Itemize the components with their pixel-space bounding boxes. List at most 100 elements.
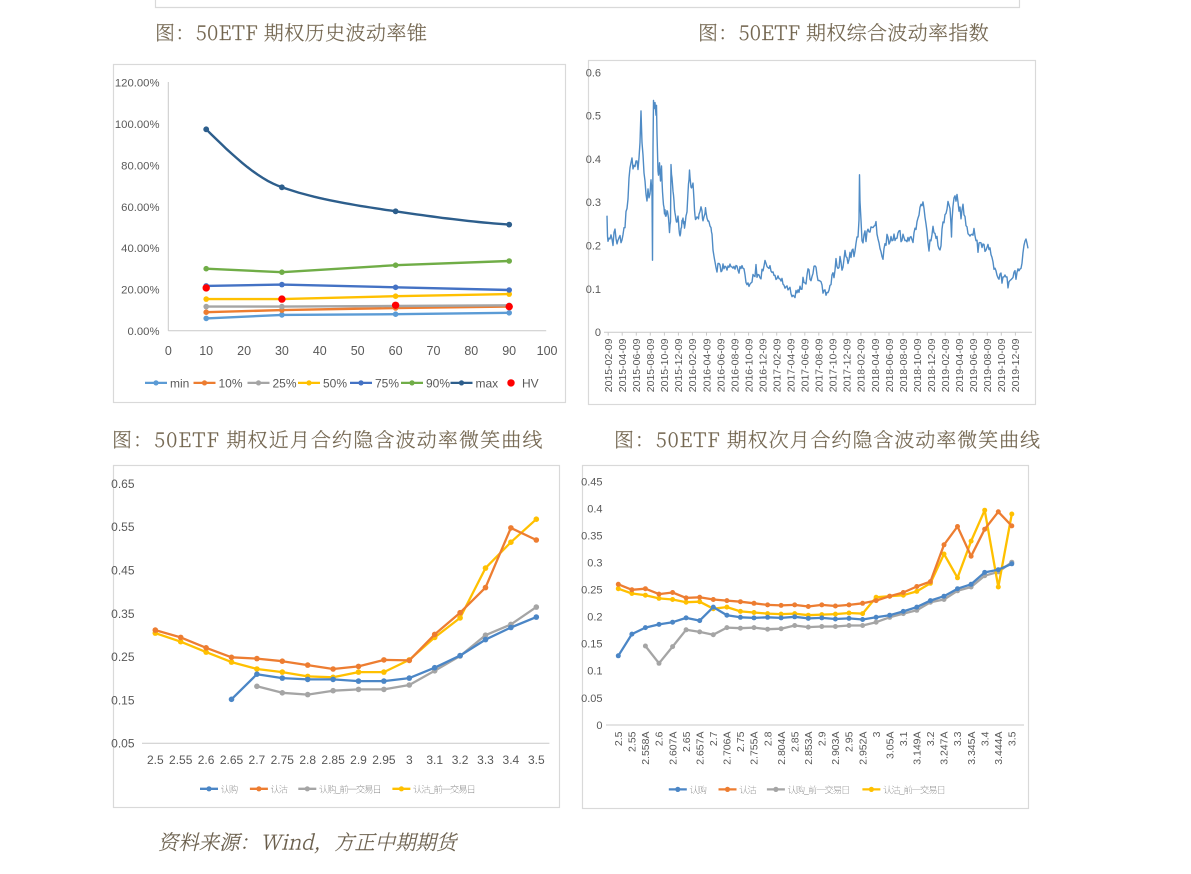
svg-text:2.7: 2.7 — [249, 753, 266, 767]
svg-text:0.1: 0.1 — [586, 284, 601, 296]
svg-text:50%: 50% — [323, 376, 347, 390]
svg-text:2.6: 2.6 — [654, 731, 666, 746]
svg-text:2.55: 2.55 — [627, 731, 639, 752]
svg-text:0.35: 0.35 — [111, 607, 135, 621]
svg-text:3.4: 3.4 — [503, 753, 520, 767]
svg-text:2015-08-09: 2015-08-09 — [645, 338, 657, 392]
svg-text:0.3: 0.3 — [587, 558, 602, 570]
svg-text:25%: 25% — [273, 376, 297, 390]
svg-text:2019-04-09: 2019-04-09 — [954, 338, 966, 392]
svg-text:30: 30 — [275, 344, 289, 358]
svg-text:0.00%: 0.00% — [127, 326, 159, 338]
svg-text:100: 100 — [537, 344, 558, 358]
svg-text:2.9: 2.9 — [817, 731, 829, 746]
svg-text:0.15: 0.15 — [581, 639, 602, 651]
svg-text:2019-08-09: 2019-08-09 — [982, 338, 994, 392]
svg-text:2.804A: 2.804A — [776, 732, 788, 765]
svg-text:0.6: 0.6 — [586, 67, 601, 79]
svg-text:2018-08-09: 2018-08-09 — [898, 338, 910, 392]
svg-text:2.9: 2.9 — [350, 753, 367, 767]
svg-text:0.5: 0.5 — [586, 111, 601, 123]
svg-text:2017-02-09: 2017-02-09 — [772, 338, 784, 392]
svg-text:HV: HV — [522, 376, 539, 390]
svg-text:75%: 75% — [375, 376, 399, 390]
svg-text:0: 0 — [596, 720, 602, 732]
svg-text:3.3: 3.3 — [952, 731, 964, 746]
svg-text:2.95: 2.95 — [372, 753, 396, 767]
svg-text:0.2: 0.2 — [586, 241, 601, 253]
svg-text:2.8: 2.8 — [299, 753, 316, 767]
svg-text:2.903A: 2.903A — [830, 732, 842, 765]
svg-text:3.149A: 3.149A — [912, 732, 924, 765]
svg-text:40: 40 — [313, 344, 327, 358]
svg-text:2018-04-09: 2018-04-09 — [870, 338, 882, 392]
svg-text:2.65: 2.65 — [220, 753, 244, 767]
svg-text:2.5: 2.5 — [147, 753, 164, 767]
svg-text:120.00%: 120.00% — [115, 78, 160, 90]
svg-text:0.05: 0.05 — [581, 693, 602, 705]
svg-text:3.345A: 3.345A — [966, 732, 978, 765]
svg-text:0: 0 — [165, 344, 172, 358]
svg-text:2019-02-09: 2019-02-09 — [940, 338, 952, 392]
svg-text:2.75: 2.75 — [735, 731, 747, 752]
svg-text:2017-08-09: 2017-08-09 — [814, 338, 826, 392]
svg-text:3: 3 — [406, 753, 413, 767]
svg-text:2016-06-09: 2016-06-09 — [715, 338, 727, 392]
svg-text:2.755A: 2.755A — [749, 732, 761, 765]
svg-text:2.706A: 2.706A — [722, 732, 734, 765]
svg-text:2015-02-09: 2015-02-09 — [603, 338, 615, 392]
svg-text:3.5: 3.5 — [528, 753, 545, 767]
svg-text:0.4: 0.4 — [587, 503, 602, 515]
svg-text:2.7: 2.7 — [708, 731, 720, 746]
svg-text:2016-02-09: 2016-02-09 — [687, 338, 699, 392]
svg-text:2015-10-09: 2015-10-09 — [659, 338, 671, 392]
svg-text:2019-06-09: 2019-06-09 — [968, 338, 980, 392]
svg-text:0.25: 0.25 — [581, 585, 602, 597]
svg-text:0.25: 0.25 — [111, 650, 135, 664]
svg-text:2015-04-09: 2015-04-09 — [617, 338, 629, 392]
svg-text:0.45: 0.45 — [111, 564, 135, 578]
svg-text:2.607A: 2.607A — [667, 732, 679, 765]
svg-text:20: 20 — [237, 344, 251, 358]
svg-text:3.5: 3.5 — [1007, 731, 1019, 746]
svg-text:0.05: 0.05 — [111, 737, 135, 751]
svg-text:0.65: 0.65 — [111, 477, 135, 491]
svg-text:3.2: 3.2 — [925, 731, 937, 746]
svg-text:2018-12-09: 2018-12-09 — [926, 338, 938, 392]
svg-text:2015-12-09: 2015-12-09 — [673, 338, 685, 392]
svg-text:2017-06-09: 2017-06-09 — [800, 338, 812, 392]
svg-text:2.75: 2.75 — [271, 753, 295, 767]
svg-text:40.00%: 40.00% — [121, 243, 159, 255]
svg-text:3.3: 3.3 — [477, 753, 494, 767]
svg-text:3.05A: 3.05A — [884, 732, 896, 759]
svg-text:2.853A: 2.853A — [803, 732, 815, 765]
svg-text:2.8: 2.8 — [762, 731, 774, 746]
svg-text:2.6: 2.6 — [198, 753, 215, 767]
svg-text:3.247A: 3.247A — [939, 732, 951, 765]
svg-text:2019-12-09: 2019-12-09 — [1010, 338, 1022, 392]
svg-text:3.444A: 3.444A — [993, 732, 1005, 765]
svg-text:0.1: 0.1 — [587, 666, 602, 678]
svg-text:3.2: 3.2 — [452, 753, 469, 767]
svg-text:2.5: 2.5 — [613, 731, 625, 746]
svg-text:3: 3 — [871, 731, 883, 737]
svg-text:2.952A: 2.952A — [857, 732, 869, 765]
svg-text:2017-10-09: 2017-10-09 — [828, 338, 840, 392]
svg-text:2.85: 2.85 — [789, 731, 801, 752]
svg-text:0.3: 0.3 — [586, 197, 601, 209]
svg-text:20.00%: 20.00% — [121, 285, 159, 297]
svg-text:2018-06-09: 2018-06-09 — [884, 338, 896, 392]
svg-text:2016-08-09: 2016-08-09 — [729, 338, 741, 392]
svg-text:2016-10-09: 2016-10-09 — [743, 338, 755, 392]
svg-text:max: max — [476, 376, 499, 390]
svg-text:60: 60 — [389, 344, 403, 358]
svg-text:0.45: 0.45 — [581, 476, 602, 488]
svg-text:2018-10-09: 2018-10-09 — [912, 338, 924, 392]
svg-text:10: 10 — [199, 344, 213, 358]
svg-text:80.00%: 80.00% — [121, 160, 159, 172]
svg-text:0.35: 0.35 — [581, 530, 602, 542]
svg-text:2.657A: 2.657A — [694, 732, 706, 765]
svg-text:90: 90 — [502, 344, 516, 358]
svg-text:2.55: 2.55 — [169, 753, 193, 767]
svg-text:3.1: 3.1 — [426, 753, 443, 767]
